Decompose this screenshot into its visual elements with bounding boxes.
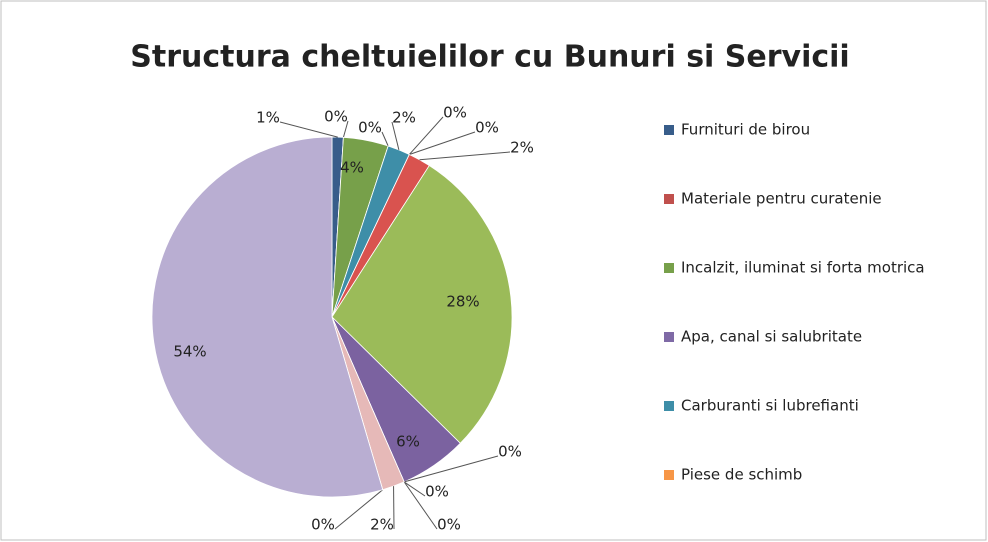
legend-label: Carburanti si lubrefianti [681, 397, 859, 415]
legend: Furnituri de birou Materiale pentru curat… [664, 121, 925, 484]
leader-line [409, 131, 476, 155]
legend-swatch [664, 125, 674, 135]
leader-line [404, 455, 499, 483]
data-label: 2% [510, 139, 534, 157]
leader-line [279, 121, 338, 138]
leader-line [403, 481, 438, 530]
data-label: 0% [324, 108, 348, 126]
legend-swatch [664, 332, 674, 342]
pie-slice [331, 165, 513, 444]
leader-line [403, 481, 426, 497]
legend-label: Materiale pentru curatenie [681, 190, 882, 208]
data-label: 1% [256, 109, 280, 127]
data-label: 0% [498, 443, 522, 461]
leader-line [342, 120, 349, 138]
data-label: 28% [446, 293, 479, 311]
leader-line [391, 121, 400, 151]
data-label: 0% [443, 104, 467, 122]
data-label: 6% [396, 433, 420, 451]
leader-line [419, 151, 511, 161]
data-label: 0% [425, 483, 449, 501]
data-label: 2% [392, 109, 416, 127]
legend-swatch [664, 263, 674, 273]
legend-label: Furnituri de birou [681, 121, 810, 139]
data-label: 4% [340, 159, 364, 177]
legend-label: Incalzit, iluminat si forta motrica [681, 259, 925, 277]
data-label: 0% [475, 119, 499, 137]
legend-swatch [664, 401, 674, 411]
legend-swatch [664, 194, 674, 204]
data-label: 0% [437, 516, 461, 534]
legend-label: Piese de schimb [681, 466, 802, 484]
pie: 1% 0% 4% 0% 2% 0% 0% 2% 28% 6% 0% 0% 0% 2% 0% 54% [151, 104, 534, 534]
leader-line [381, 131, 389, 147]
pie-slice [151, 136, 384, 498]
leader-line [408, 116, 444, 155]
legend-swatch [664, 470, 674, 480]
legend-label: Apa, canal si salubritate [681, 328, 862, 346]
data-label: 2% [370, 516, 394, 534]
leader-line [334, 489, 384, 530]
data-label: 0% [358, 119, 382, 137]
data-label: 0% [311, 516, 335, 534]
data-label: 54% [173, 343, 206, 361]
chart-title: Structura cheltuielilor cu Bunuri si Ser… [130, 40, 849, 75]
